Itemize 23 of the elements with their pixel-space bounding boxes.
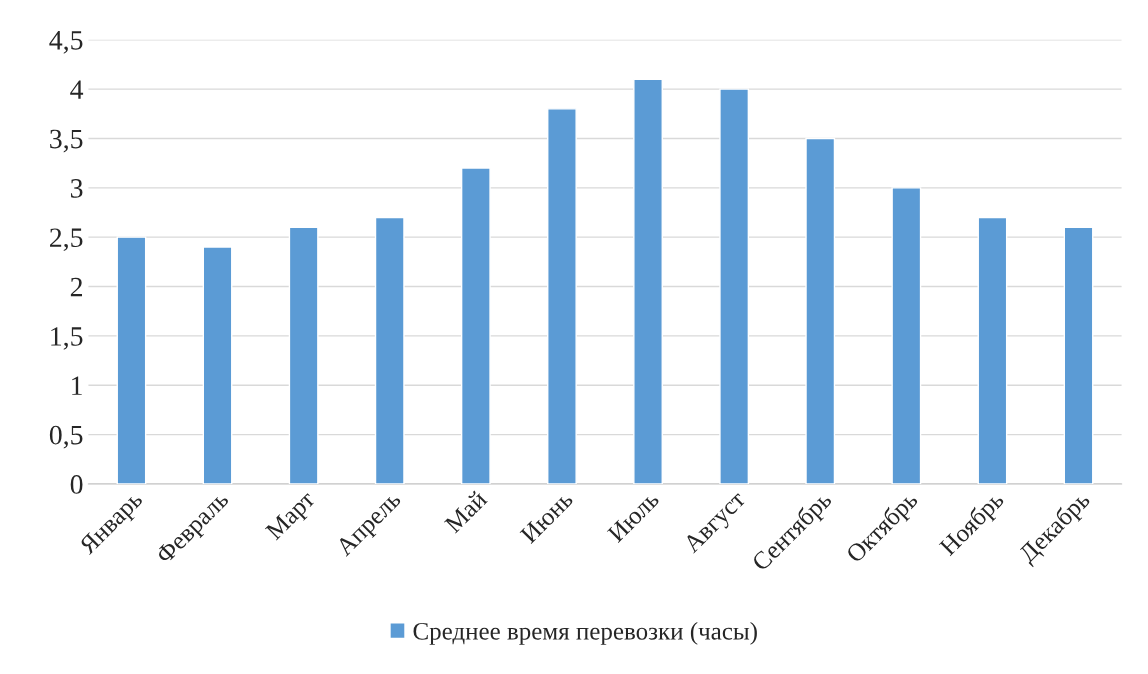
bar xyxy=(719,88,750,484)
y-tick-label: 3 xyxy=(70,179,83,198)
y-tick-label: 2 xyxy=(70,277,82,297)
y-tick-label: 4,5 xyxy=(49,31,83,54)
bar xyxy=(202,246,233,484)
bar xyxy=(977,216,1008,484)
y-tick-label: 1,5 xyxy=(51,327,83,350)
bar xyxy=(460,167,491,484)
y-tick-label: 0 xyxy=(70,475,83,494)
bar xyxy=(633,78,663,484)
y-tick-label: 1 xyxy=(72,376,82,395)
y-tick-label: 3,5 xyxy=(50,129,83,153)
bar xyxy=(805,137,836,484)
bar xyxy=(374,216,405,484)
y-tick-label: 2,5 xyxy=(50,228,83,252)
legend-label: Среднее время перевозки (часы) xyxy=(413,622,757,645)
y-tick-label: 4 xyxy=(70,80,84,99)
bar xyxy=(547,108,577,484)
bar xyxy=(288,226,319,484)
bar xyxy=(891,187,922,484)
bar xyxy=(1063,226,1094,484)
y-tick-label: 0,5 xyxy=(49,425,83,449)
bar xyxy=(116,236,147,484)
